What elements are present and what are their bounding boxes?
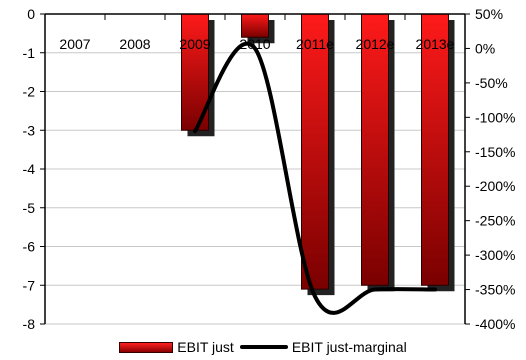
y-tick-label-left: -3 bbox=[23, 122, 36, 138]
y-tick-label-right: 0% bbox=[475, 40, 495, 56]
y-tick-label-right: -350% bbox=[475, 282, 515, 298]
y-tick-label-right: -400% bbox=[475, 316, 515, 332]
axes bbox=[40, 13, 470, 325]
left-axis-ticks: 0 -1 -2 -3 -4 -5 -6 -7 -8 bbox=[23, 6, 36, 332]
legend-item-bar: EBIT just bbox=[119, 339, 234, 355]
category-label: 2010 bbox=[239, 36, 270, 52]
right-axis-ticks: 50% 0% -50% -100% -150% -200% -250% -300% -350% -… bbox=[475, 6, 515, 332]
y-tick-label-right: 50% bbox=[475, 6, 503, 22]
y-tick-label-left: -4 bbox=[23, 161, 36, 177]
category-label: 2013e bbox=[416, 36, 455, 52]
category-label: 2011e bbox=[296, 36, 334, 52]
ebit-just-marginal-line bbox=[193, 41, 437, 315]
y-tick-label-right: -150% bbox=[475, 144, 515, 160]
line-series bbox=[193, 41, 437, 315]
legend-line-label: EBIT just-marginal bbox=[291, 339, 407, 355]
y-tick-label-right: -300% bbox=[475, 247, 515, 263]
bar bbox=[241, 13, 269, 38]
bars bbox=[181, 13, 455, 296]
category-label: 2007 bbox=[59, 36, 90, 52]
y-tick-label-left: 0 bbox=[27, 6, 35, 22]
bar bbox=[361, 13, 389, 286]
bar bbox=[301, 13, 329, 290]
y-tick-label-right: -200% bbox=[475, 178, 515, 194]
legend-item-line: EBIT just-marginal bbox=[239, 339, 407, 355]
y-tick-label-left: -7 bbox=[23, 277, 36, 293]
legend-bar-label: EBIT just bbox=[177, 339, 234, 355]
y-tick-label-right: -250% bbox=[475, 213, 515, 229]
chart: 2007 2008 2009 2010 2011e 2012e 2013e 0 -1 -2 -3 -… bbox=[23, 6, 516, 332]
y-tick-label-left: -1 bbox=[23, 45, 36, 61]
y-tick-label-left: -2 bbox=[23, 84, 36, 100]
legend-line-swatch bbox=[239, 345, 288, 349]
category-label: 2008 bbox=[119, 36, 150, 52]
y-tick-label-right: -50% bbox=[475, 75, 508, 91]
y-tick-label-left: -6 bbox=[23, 239, 36, 255]
category-labels: 2007 2008 2009 2010 2011e 2012e 2013e bbox=[59, 36, 454, 52]
legend-bar-swatch bbox=[119, 341, 174, 353]
legend: EBIT just EBIT just-marginal bbox=[0, 336, 526, 358]
y-tick-label-left: -5 bbox=[23, 200, 36, 216]
category-label: 2009 bbox=[179, 36, 210, 52]
y-tick-label-right: -100% bbox=[475, 109, 515, 125]
y-tick-label-left: -8 bbox=[23, 316, 36, 332]
gridlines bbox=[45, 13, 465, 325]
category-label: 2012e bbox=[356, 36, 395, 52]
bar bbox=[421, 13, 449, 286]
